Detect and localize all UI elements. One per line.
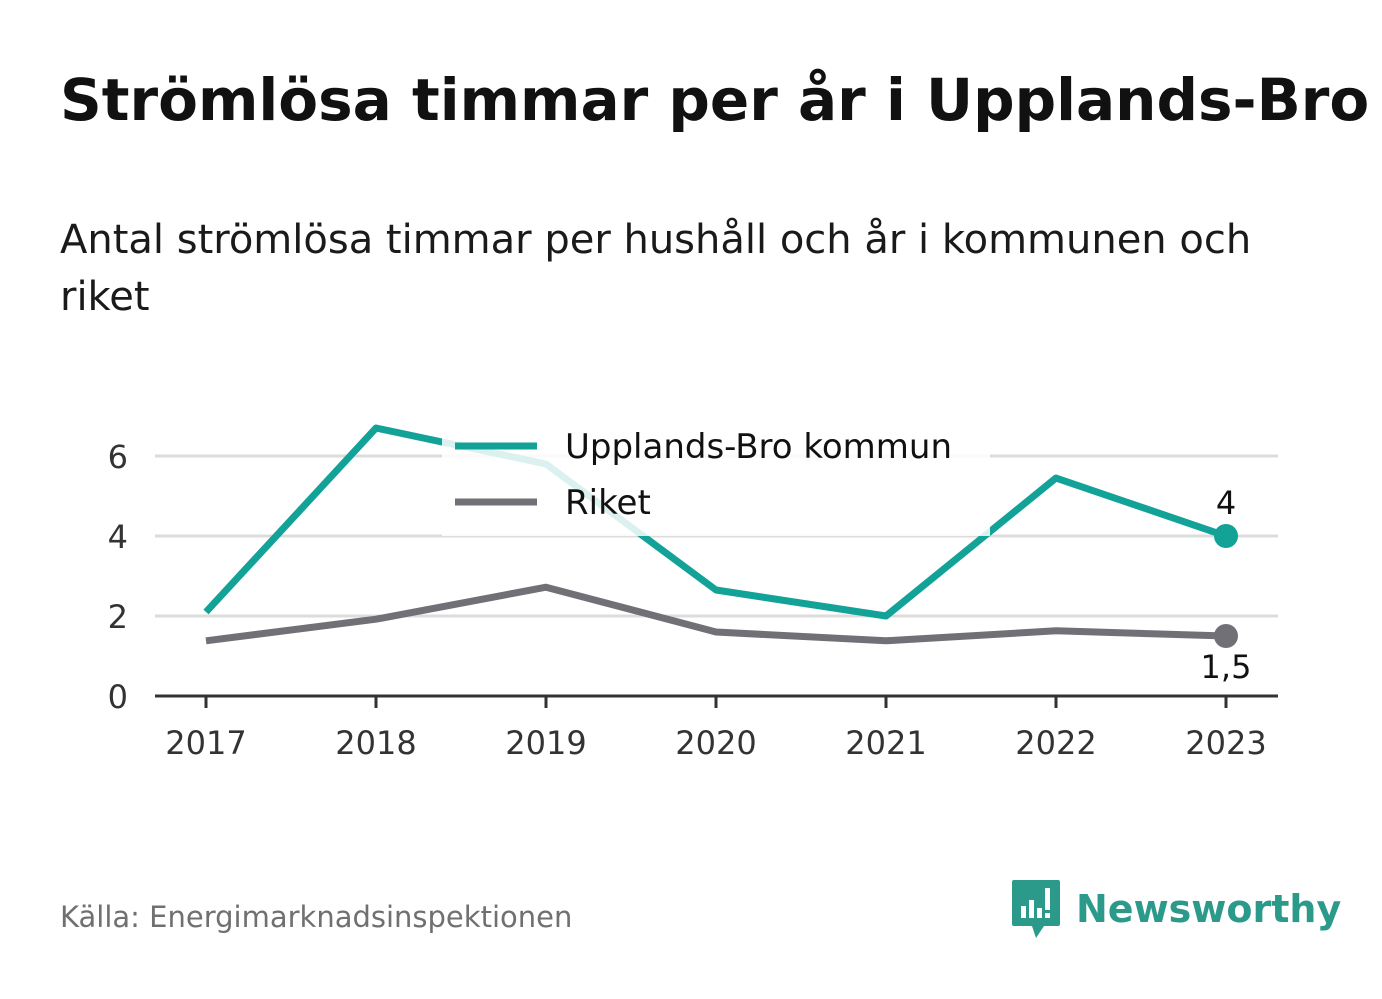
x-tick-label: 2019 <box>505 724 586 762</box>
legend-label: Upplands-Bro kommun <box>565 427 952 467</box>
brand-logo: Newsworthy <box>1010 878 1341 940</box>
x-tick-label: 2022 <box>1015 724 1096 762</box>
chart-title: Strömlösa timmar per år i Upplands-Bro <box>60 66 1370 134</box>
legend: Upplands-Bro kommun Riket <box>442 418 990 536</box>
legend-background <box>442 418 990 536</box>
x-tick-label: 2017 <box>165 724 246 762</box>
data-label-riket: 1,5 <box>1201 648 1252 686</box>
series-line-kommun <box>203 424 1228 620</box>
x-tick-label: 2020 <box>675 724 756 762</box>
y-tick-label: 4 <box>108 518 128 556</box>
x-tick-label: 2021 <box>845 724 926 762</box>
y-tick-label: 0 <box>108 678 128 716</box>
y-tick-label: 2 <box>108 598 128 636</box>
brand-name: Newsworthy <box>1076 887 1342 931</box>
end-point-riket <box>1214 624 1238 648</box>
x-tick-label: 2023 <box>1185 724 1266 762</box>
y-tick-label: 6 <box>108 438 128 476</box>
source-note: Källa: Energimarknadsinspektionen <box>60 900 573 934</box>
newsworthy-logo-icon <box>1012 880 1060 938</box>
x-tick-label: 2018 <box>335 724 416 762</box>
legend-label: Riket <box>565 483 651 523</box>
chart-subtitle: Antal strömlösa timmar per hushåll och å… <box>60 217 1252 320</box>
data-label-kommun: 4 <box>1216 484 1236 522</box>
series-line-riket <box>205 583 1227 645</box>
end-point-kommun <box>1214 524 1238 548</box>
